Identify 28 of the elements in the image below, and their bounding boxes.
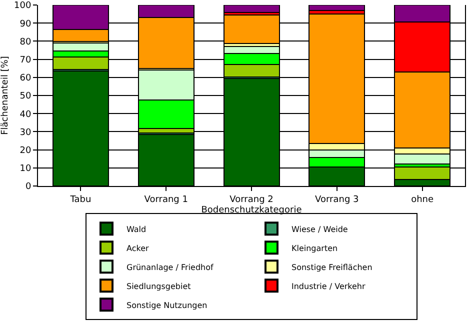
legend-label: Wiese / Weide [292, 224, 348, 234]
legend-label: Acker [126, 244, 150, 253]
legend-label: Sonstige Freiflächen [292, 262, 372, 272]
legend-label: Industrie / Verkehr [292, 282, 366, 291]
y-tick-label: 10 [20, 164, 32, 174]
bar [223, 5, 280, 13]
x-tick-label: Tabu [69, 194, 92, 205]
x-tick-label: Vorrang 3 [315, 194, 359, 205]
bar [308, 5, 366, 11]
y-tick-label: 50 [20, 92, 32, 102]
y-tick-label: 40 [20, 110, 32, 120]
legend-label: Grünanlage / Friedhof [126, 262, 214, 272]
y-tick-label: 70 [20, 55, 32, 66]
y-axis-title: Flächenanteil [%] [0, 56, 10, 135]
y-tick-label: 0 [25, 182, 32, 192]
x-tick-label: Vorrang 2 [230, 194, 274, 205]
y-tick-label: 30 [20, 128, 32, 138]
legend-label: Kleingarten [292, 244, 338, 253]
y-tick-label: 60 [20, 74, 32, 84]
y-tick-label: 80 [20, 37, 32, 48]
y-tick-label: 20 [20, 146, 32, 156]
y-tick-label: 100 [14, 1, 32, 12]
legend-label: Siedlungsgebiet [126, 282, 191, 291]
legend-label: Sonstige Nutzungen [126, 300, 208, 310]
legend-label: Wald [126, 224, 146, 234]
x-tick-label: Vorrang 1 [144, 194, 188, 205]
x-tick-label: ohne [411, 194, 434, 205]
y-tick-label: 90 [20, 19, 32, 30]
